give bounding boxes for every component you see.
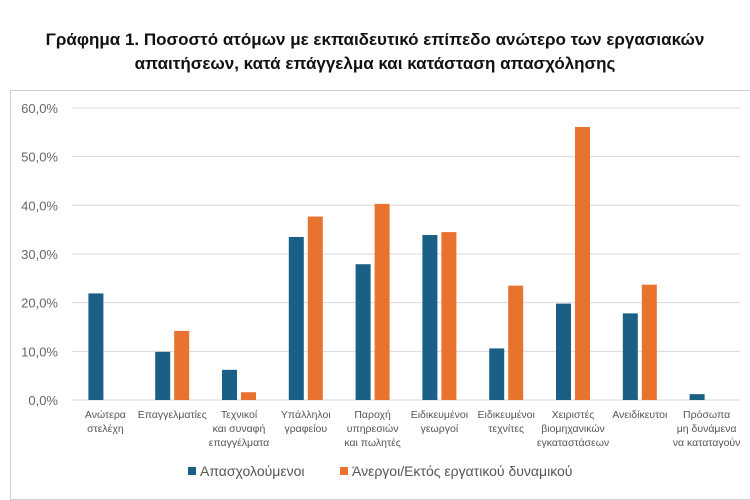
bar-employed: [556, 303, 571, 400]
bar-employed: [288, 236, 304, 400]
y-tick-label: 10,0%: [21, 344, 58, 359]
bar-unemployed: [241, 392, 256, 400]
x-tick-label: Χειριστές: [552, 409, 595, 421]
x-tick-label: τεχνίτες: [488, 423, 524, 435]
x-tick-label: υπηρεσιών: [347, 423, 399, 435]
x-tick-label: Παροχή: [354, 409, 391, 421]
legend-swatch: [340, 467, 348, 475]
x-tick-label: να καταταγούν: [673, 437, 741, 449]
x-tick-label: γραφείου: [284, 423, 327, 435]
y-tick-label: 30,0%: [21, 247, 58, 262]
x-tick-label: επαγγέλματα: [209, 437, 269, 449]
bar-unemployed: [508, 285, 524, 400]
legend-label: Απασχολούμενοι: [200, 463, 304, 479]
y-tick-label: 40,0%: [21, 198, 58, 213]
y-tick-label: 60,0%: [21, 101, 58, 116]
chart-title: Γράφημα 1. Ποσοστό ατόμων με εκπαιδευτικ…: [0, 28, 750, 76]
y-tick-label: 20,0%: [21, 296, 58, 311]
chart-title-line-2: απαιτήσεων, κατά επάγγελμα και κατάσταση…: [134, 54, 616, 73]
x-tick-label: και πωλητές: [344, 437, 401, 449]
bar-employed: [689, 394, 705, 400]
bar-unemployed: [641, 284, 657, 400]
x-tick-label: βιομηχανικών: [541, 423, 605, 435]
x-tick-label: Ανώτερα: [85, 409, 126, 421]
x-tick-label: Ειδικευμένοι: [478, 409, 536, 421]
x-tick-label: και συναφή: [213, 423, 266, 435]
x-tick-label: Πρόσωπα: [683, 409, 730, 421]
bar-employed: [222, 369, 237, 400]
x-tick-label: γεωργοί: [421, 423, 459, 435]
bar-employed: [622, 313, 638, 400]
y-tick-label: 0,0%: [28, 393, 58, 408]
x-tick-label: Ειδικευμένοι: [411, 409, 469, 421]
chart-title-line-1: Γράφημα 1. Ποσοστό ατόμων με εκπαιδευτικ…: [45, 30, 705, 49]
x-tick-label: Τεχνικοί: [221, 409, 258, 421]
x-tick-label: Υπάλληλοι: [281, 409, 331, 421]
x-tick-label: στελέχη: [87, 423, 124, 435]
y-tick-label: 50,0%: [21, 150, 58, 165]
bar-unemployed: [307, 216, 323, 400]
bar-employed: [489, 348, 505, 400]
x-tick-label: εγκαταστάσεων: [537, 437, 609, 449]
x-tick-label: μη δυνάμενα: [677, 423, 737, 435]
bar-unemployed: [174, 330, 190, 400]
x-tick-label: Επαγγελματίες: [138, 409, 207, 421]
legend-swatch: [188, 467, 196, 475]
bar-employed: [155, 351, 171, 400]
bar-unemployed: [441, 232, 457, 400]
bar-employed: [422, 235, 438, 400]
legend-label: Άνεργοι/Εκτός εργατικού δυναμικού: [352, 463, 572, 479]
bar-unemployed: [575, 126, 590, 400]
bar-employed: [88, 293, 104, 400]
bar-employed: [355, 264, 371, 400]
bar-unemployed: [374, 203, 390, 400]
x-tick-label: Ανειδίκευτοι: [612, 409, 668, 421]
